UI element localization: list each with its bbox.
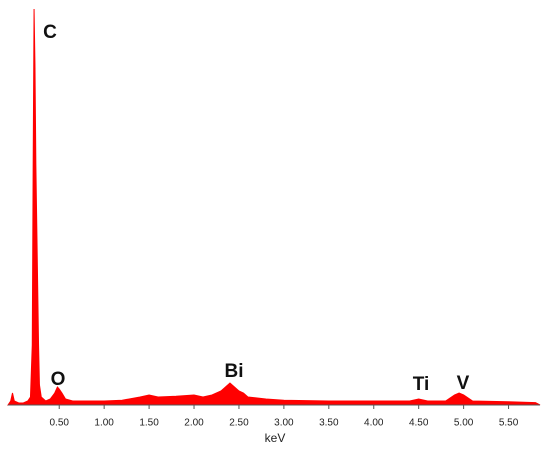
x-tick-label: 5.50 [499,418,519,429]
x-tick-label: 2.50 [229,418,249,429]
x-tick-label: 0.50 [49,418,69,429]
peak-label: Bi [225,361,244,382]
x-tick-label: 4.50 [409,418,429,429]
x-axis-label: keV [265,431,286,445]
peak-label: Ti [413,374,430,395]
x-tick-label: 4.00 [364,418,384,429]
peak-label: C [43,22,57,43]
x-tick-label: 5.00 [454,418,474,429]
x-tick-label: 1.50 [139,418,159,429]
spectrum-area [7,8,541,406]
peak-label: O [51,369,66,390]
x-tick-label: 3.50 [319,418,339,429]
x-tick-label: 2.00 [184,418,204,429]
peak-label: V [457,373,470,394]
x-tick-label: 1.00 [94,418,114,429]
x-tick-label: 3.00 [274,418,294,429]
